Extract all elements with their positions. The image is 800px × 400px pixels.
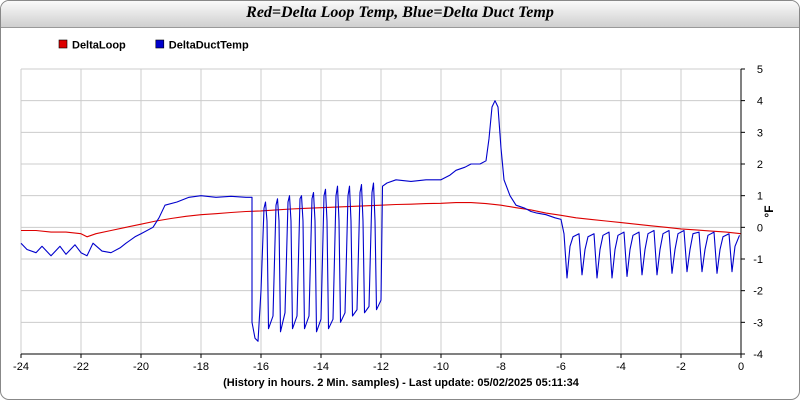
legend-swatch: [155, 39, 165, 49]
x-tick-label: -12: [373, 361, 389, 373]
series-layer: [20, 100, 742, 342]
x-tick-label: 0: [738, 361, 744, 373]
y-tick-label: 5: [757, 64, 763, 76]
y-tick-label: 4: [757, 96, 763, 108]
legend-label: DeltaLoop: [72, 40, 126, 52]
y-tick-label: -1: [753, 254, 763, 266]
y-tick-label: -3: [753, 317, 763, 329]
x-tick-label: -8: [496, 361, 506, 373]
legend-swatch: [58, 39, 68, 49]
chart-title: Red=Delta Loop Temp, Blue=Delta Duct Tem…: [246, 4, 554, 21]
x-tick-label: -10: [433, 361, 449, 373]
x-tick-label: -18: [193, 361, 209, 373]
chart-svg: DeltaLoop DeltaDuctTemp -24 -22 -20 -18 -16 -1…: [13, 39, 776, 390]
series-line-deltaducttemp: [20, 100, 741, 342]
y-tick-label: -4: [753, 349, 763, 361]
y-tick-label: 0: [757, 222, 763, 234]
x-tick-label: -14: [313, 361, 329, 373]
series-line-deltaloop: [21, 202, 742, 238]
x-tick-label: -24: [13, 361, 29, 373]
y-axis-label: °F: [762, 205, 776, 217]
y-tick-label: 1: [757, 191, 763, 203]
y-tick-label: 3: [757, 127, 763, 139]
x-tick-label: -6: [556, 361, 566, 373]
legend: DeltaLoop DeltaDuctTemp: [58, 39, 249, 52]
x-tick-label: -2: [676, 361, 686, 373]
x-tick-label: -16: [253, 361, 269, 373]
title-bar: Red=Delta Loop Temp, Blue=Delta Duct Tem…: [1, 1, 799, 28]
y-tick-label: 2: [757, 159, 763, 171]
x-tick-label: -4: [616, 361, 626, 373]
x-tick-label: -22: [73, 361, 89, 373]
x-axis-label: (History in hours. 2 Min. samples) - Las…: [223, 377, 580, 389]
y-tick-label: -2: [753, 286, 763, 298]
grid: [20, 68, 742, 355]
x-tick-label: -20: [133, 361, 149, 373]
axes: -24 -22 -20 -18 -16 -14 -12 -10 -8 -6 -4 -2 0-4-3-2-…: [13, 64, 763, 373]
legend-label: DeltaDuctTemp: [169, 40, 249, 52]
